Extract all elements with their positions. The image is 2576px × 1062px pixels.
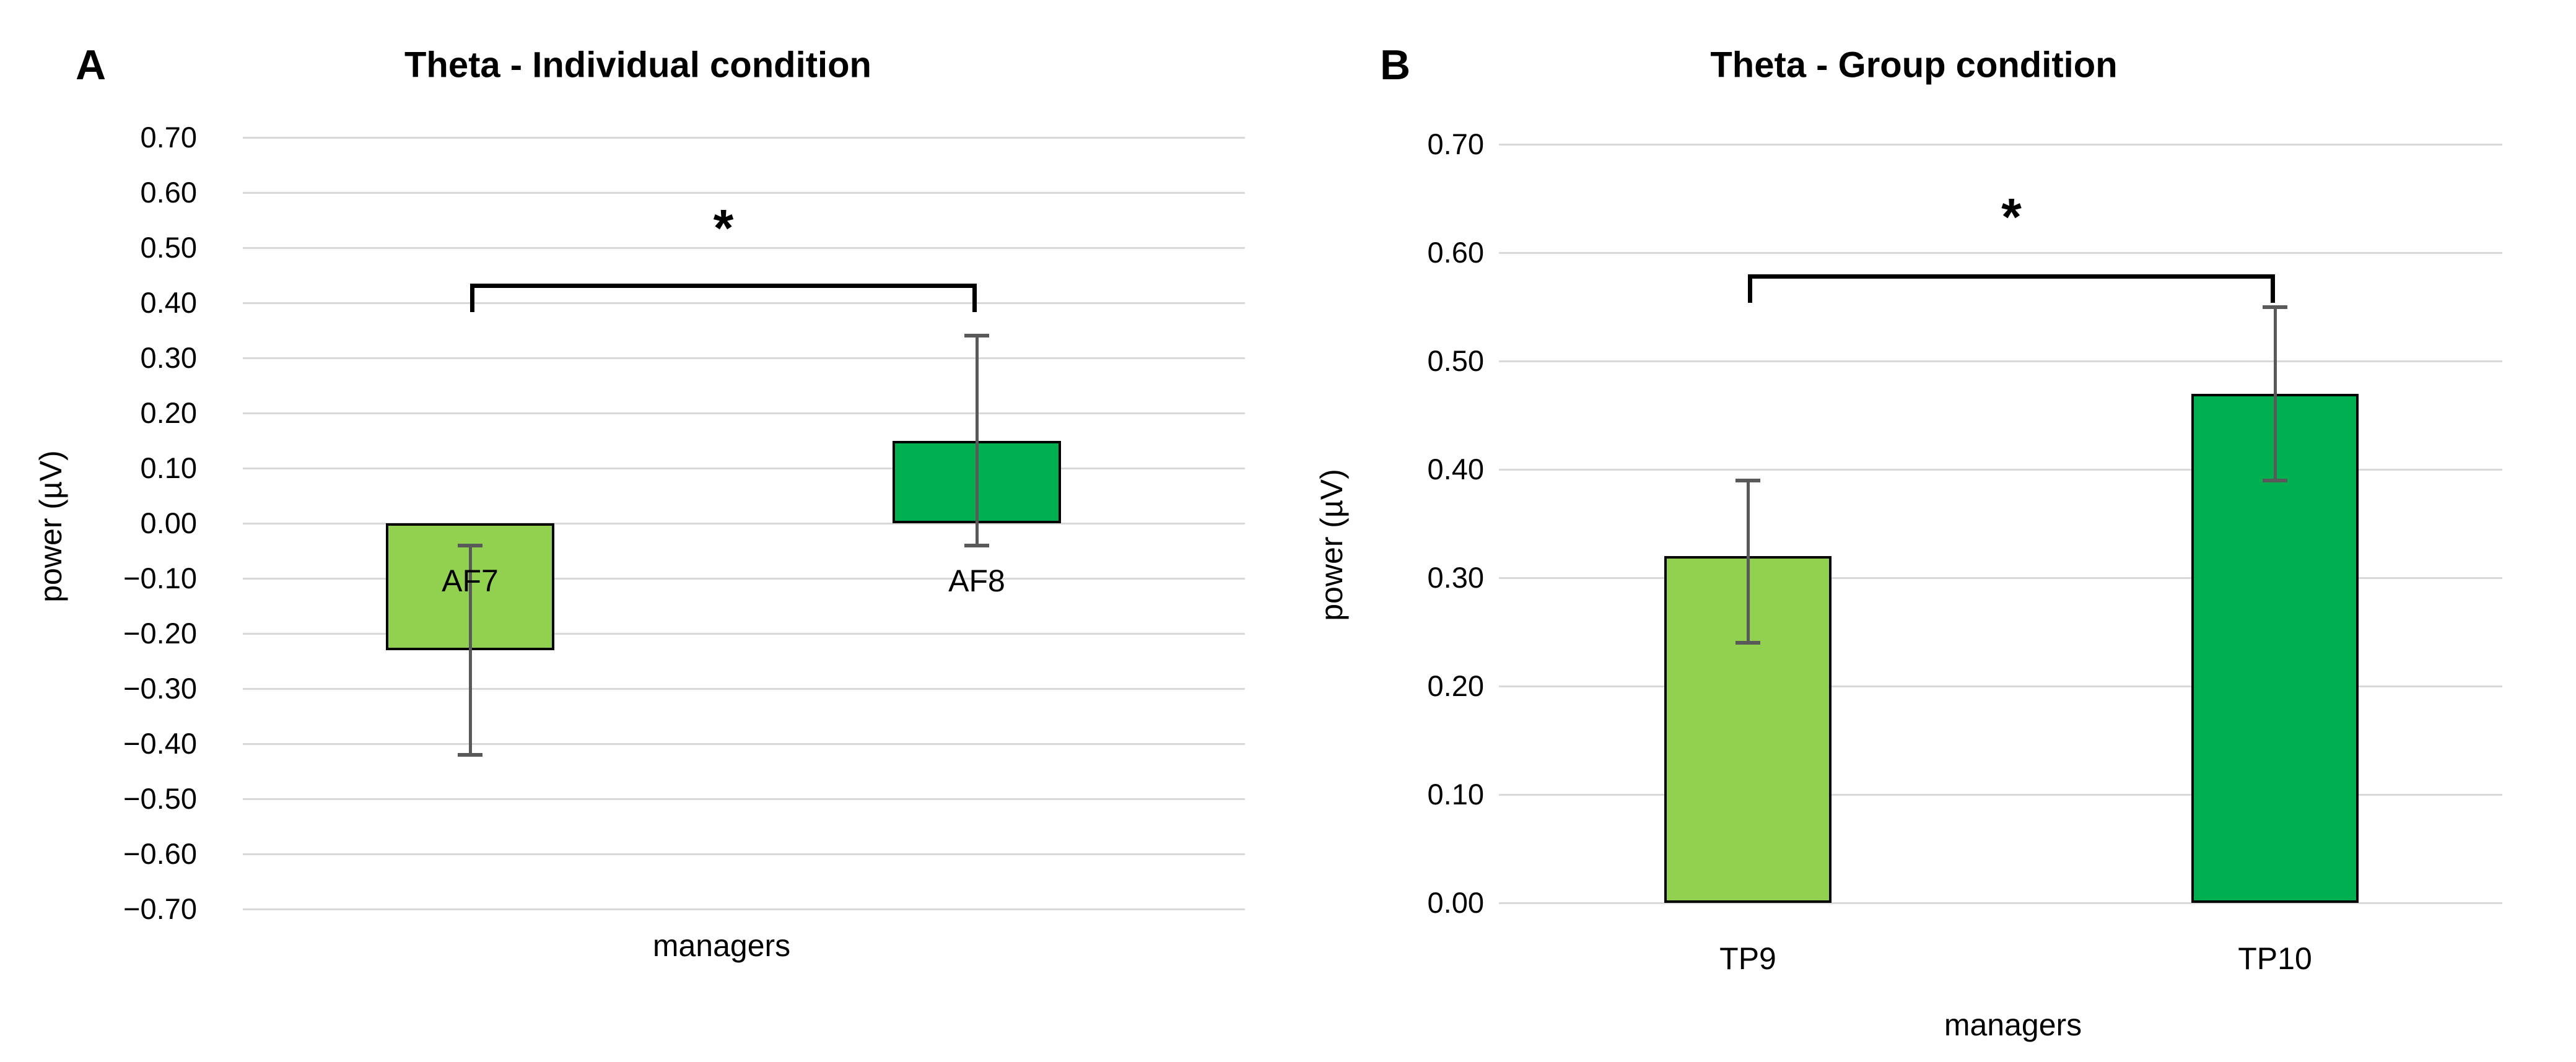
category-label-tp9: TP9: [1719, 941, 1776, 976]
y-axis-tick-label: 0.30: [1427, 561, 1484, 594]
gridline: [1499, 469, 2502, 471]
y-axis-tick-label: −0.50: [123, 782, 197, 815]
panel-a-letter: A: [76, 41, 107, 89]
significance-bracket: [470, 283, 977, 288]
gridline: [243, 192, 1245, 194]
y-axis-tick-label: −0.40: [123, 727, 197, 760]
gridline: [243, 468, 1245, 469]
error-bar-tp9: [1747, 480, 1750, 643]
y-axis-tick-label: −0.60: [123, 837, 197, 870]
gridline: [243, 302, 1245, 304]
error-cap-bottom: [458, 752, 482, 757]
y-axis-tick-label: 0.30: [140, 341, 197, 374]
y-axis-tick-label: 0.10: [140, 451, 197, 484]
error-bar-tp10: [2274, 307, 2277, 481]
gridline: [1499, 360, 2502, 362]
error-cap-bottom: [2263, 478, 2287, 482]
panel-b-title: Theta - Group condition: [1710, 45, 2118, 85]
y-axis-tick-label: 0.40: [1427, 453, 1484, 485]
error-cap-top: [964, 334, 989, 338]
error-bar-af7: [469, 545, 472, 755]
y-axis-tick-label: 0.50: [1427, 344, 1484, 377]
y-axis-tick-label: 0.50: [140, 231, 197, 264]
error-cap-top: [458, 543, 482, 547]
significance-bracket-left-tick: [470, 283, 474, 312]
error-bar-af8: [976, 336, 979, 546]
y-axis-tick-label: 0.00: [140, 507, 197, 539]
y-axis-tick-label: 0.70: [1427, 128, 1484, 160]
error-cap-top: [2263, 305, 2287, 309]
gridline: [243, 412, 1245, 414]
gridline: [243, 853, 1245, 855]
y-axis-tick-label: 0.60: [1427, 236, 1484, 269]
y-axis-tick-label: 0.40: [140, 286, 197, 319]
panel-b-letter: B: [1380, 41, 1411, 89]
gridline: [1499, 252, 2502, 254]
category-label-af7: AF7: [442, 564, 499, 598]
significance-star: *: [713, 198, 734, 257]
y-axis-tick-label: −0.30: [123, 672, 197, 705]
gridline: [243, 357, 1245, 359]
error-cap-bottom: [1736, 641, 1760, 645]
y-axis-tick-label: −0.70: [123, 892, 197, 925]
gridline: [243, 743, 1245, 745]
panel-a-x-axis-title: managers: [652, 928, 791, 963]
gridline: [1499, 794, 2502, 796]
significance-bracket-left-tick: [1748, 274, 1752, 303]
gridline: [1499, 902, 2502, 904]
category-label-af8: AF8: [948, 564, 1005, 598]
significance-bracket-right-tick: [2271, 274, 2275, 303]
gridline: [1499, 144, 2502, 146]
y-axis-tick-label: 0.20: [1427, 669, 1484, 702]
gridline: [243, 798, 1245, 800]
category-label-tp10: TP10: [2238, 941, 2312, 976]
gridline: [243, 633, 1245, 635]
y-axis-tick-label: −0.20: [123, 617, 197, 650]
gridline: [243, 578, 1245, 580]
panel-b-x-axis-title: managers: [1944, 1008, 2082, 1042]
significance-bracket-right-tick: [972, 283, 977, 312]
y-axis-tick-label: 0.60: [140, 176, 197, 209]
error-cap-bottom: [964, 543, 989, 547]
significance-bracket: [1748, 274, 2275, 279]
gridline: [243, 247, 1245, 249]
gridline: [243, 908, 1245, 910]
y-axis-tick-label: 0.00: [1427, 886, 1484, 919]
y-axis-tick-label: −0.10: [123, 562, 197, 594]
gridline: [1499, 577, 2502, 579]
gridline: [243, 137, 1245, 139]
panel-b-y-axis-title: power (µV): [1314, 469, 1349, 621]
y-axis-tick-label: 0.20: [140, 396, 197, 429]
panel-a-title: Theta - Individual condition: [404, 45, 871, 85]
error-cap-top: [1736, 478, 1760, 482]
gridline: [1499, 686, 2502, 687]
significance-star: *: [2001, 188, 2022, 246]
gridline: [243, 523, 1245, 524]
y-axis-tick-label: 0.70: [140, 121, 197, 154]
y-axis-tick-label: 0.10: [1427, 778, 1484, 811]
gridline: [243, 688, 1245, 690]
